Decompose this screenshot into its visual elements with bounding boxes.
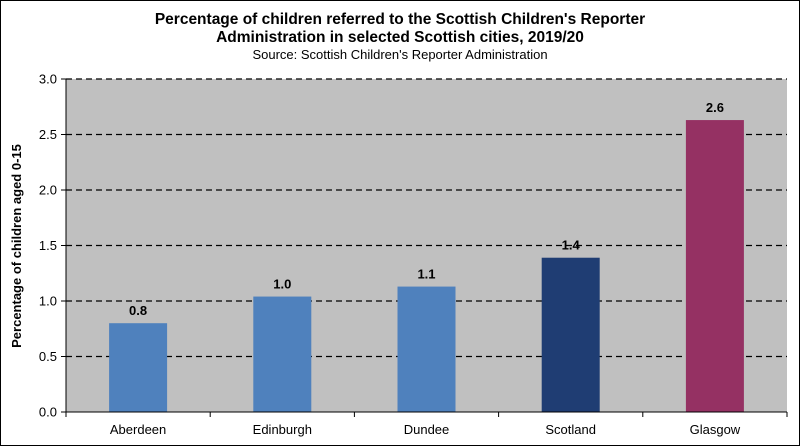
x-axis-ticks: Aberdeen Edinburgh Dundee Scotland Glasgow	[65, 412, 788, 437]
data-label: 1.4	[562, 238, 581, 253]
data-label: 2.6	[706, 100, 724, 115]
y-tick-label: 2.5	[39, 127, 57, 142]
gridlines	[66, 78, 787, 358]
y-tick-label: 1.0	[39, 294, 57, 309]
x-tick-label: Aberdeen	[110, 422, 166, 437]
x-tick-label: Edinburgh	[253, 422, 312, 437]
y-axis-label: Percentage of children aged 0-15	[9, 144, 24, 348]
chart-title: Percentage of children referred to the S…	[154, 11, 646, 46]
y-tick-label: 3.0	[39, 72, 57, 87]
chart-subtitle: Source: Scottish Children's Reporter Adm…	[252, 47, 548, 62]
data-labels: 0.8 1.0 1.1 1.4 2.6	[129, 100, 724, 318]
x-tick-label: Glasgow	[690, 422, 741, 437]
x-tick-label: Scotland	[545, 422, 596, 437]
data-label: 1.1	[417, 267, 435, 282]
bar	[109, 323, 168, 412]
y-tick-label: 1.5	[39, 238, 57, 253]
y-axis-ticks: 0.0 0.5 1.0 1.5 2.0 2.5 3.0	[39, 72, 66, 420]
x-tick-label: Dundee	[404, 422, 450, 437]
bar	[397, 286, 456, 412]
y-tick-label: 0.0	[39, 405, 57, 420]
data-label: 1.0	[273, 277, 291, 292]
bar	[541, 257, 600, 412]
bar	[685, 120, 744, 412]
bar	[253, 296, 312, 412]
data-label: 0.8	[129, 303, 147, 318]
y-tick-label: 0.5	[39, 349, 57, 364]
y-tick-label: 2.0	[39, 183, 57, 198]
bars	[109, 120, 744, 412]
chart-header: Percentage of children referred to the S…	[0, 0, 800, 62]
